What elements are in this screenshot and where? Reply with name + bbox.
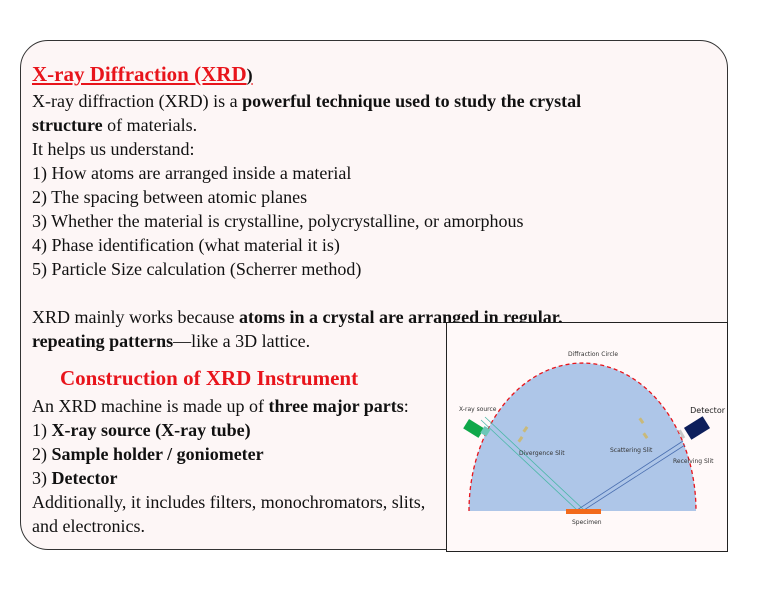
- construction-colon: :: [403, 396, 409, 416]
- diffracted-beam: [576, 440, 684, 511]
- works-text: XRD mainly works because: [32, 307, 239, 327]
- works-paragraph: XRD mainly works because atoms in a crys…: [32, 305, 632, 353]
- list-item: 2) The spacing between atomic planes: [32, 187, 308, 207]
- label-diffraction-circle: Diffraction Circle: [568, 351, 618, 358]
- intro-bold: powerful technique used to study the cry…: [32, 91, 582, 135]
- diffraction-circle-area: [469, 363, 696, 511]
- label-scattering-slit: Scattering Slit: [610, 447, 653, 454]
- xrd-diagram: Diffraction Circle X-ray source Detector…: [446, 322, 728, 552]
- label-divergence-slit: Divergence Slit: [519, 450, 565, 457]
- incident-beam: [484, 416, 585, 511]
- item-number: 1): [32, 420, 52, 440]
- source-window: [480, 426, 491, 437]
- section-title-construction: Construction of XRD Instrument: [60, 366, 359, 390]
- additional-text: Additionally, it includes filters, monoc…: [32, 492, 426, 536]
- divergence-slit-icon: [517, 435, 524, 443]
- label-x-ray-source: X-ray source: [459, 406, 497, 413]
- list-item: 3) Detector: [32, 466, 452, 490]
- construction-text: An XRD machine is made up of: [32, 396, 269, 416]
- list-item: 1) How atoms are arranged inside a mater…: [32, 163, 352, 183]
- item-label: Sample holder / goniometer: [51, 444, 264, 464]
- section-title: X-ray Diffraction (XRD): [32, 60, 632, 89]
- helps-text: It helps us understand:: [32, 139, 195, 159]
- item-number: 3): [32, 468, 52, 488]
- list-item: 5) Particle Size calculation (Scherrer m…: [32, 259, 362, 279]
- list-item: 1) X-ray source (X-ray tube): [32, 418, 452, 442]
- item-label: X-ray source (X-ray tube): [51, 420, 251, 440]
- list-item: 3) Whether the material is crystalline, …: [32, 211, 524, 231]
- section-construction: An XRD machine is made up of three major…: [32, 394, 452, 538]
- item-label: Detector: [51, 468, 118, 488]
- diffracted-beam: [583, 444, 686, 511]
- specimen-icon: [566, 509, 601, 514]
- receiving-slit-icon: [678, 429, 686, 439]
- intro-text-end: of materials.: [102, 115, 198, 135]
- xrd-diagram-svg: Diffraction Circle X-ray source Detector…: [459, 351, 726, 526]
- item-number: 2): [32, 444, 52, 464]
- label-receiving-slit: Receiving Slit: [673, 458, 714, 465]
- list-item: 2) Sample holder / goniometer: [32, 442, 452, 466]
- scattering-slit-icon: [638, 417, 645, 425]
- construction-intro: An XRD machine is made up of three major…: [32, 394, 452, 418]
- section-xrd-intro: X-ray Diffraction (XRD) X-ray diffractio…: [32, 60, 632, 353]
- title-text: X-ray Diffraction (XRD: [32, 62, 247, 86]
- x-ray-source-icon: [463, 418, 485, 438]
- intro-text: X-ray diffraction (XRD) is a: [32, 91, 243, 111]
- intro-paragraph: X-ray diffraction (XRD) is a powerful te…: [32, 89, 632, 137]
- title-paren: ): [246, 65, 253, 85]
- label-detector: Detector: [690, 406, 726, 415]
- diffraction-circle-edge: [468, 362, 697, 512]
- construction-bold: three major parts: [268, 396, 404, 416]
- works-text-end: —like a 3D lattice.: [173, 331, 311, 351]
- label-specimen: Specimen: [572, 519, 602, 526]
- divergence-slit-icon: [522, 425, 529, 433]
- list-item: 4) Phase identification (what material i…: [32, 235, 340, 255]
- scattering-slit-icon: [642, 432, 649, 440]
- detector-icon: [683, 416, 711, 440]
- incident-beam: [480, 419, 578, 511]
